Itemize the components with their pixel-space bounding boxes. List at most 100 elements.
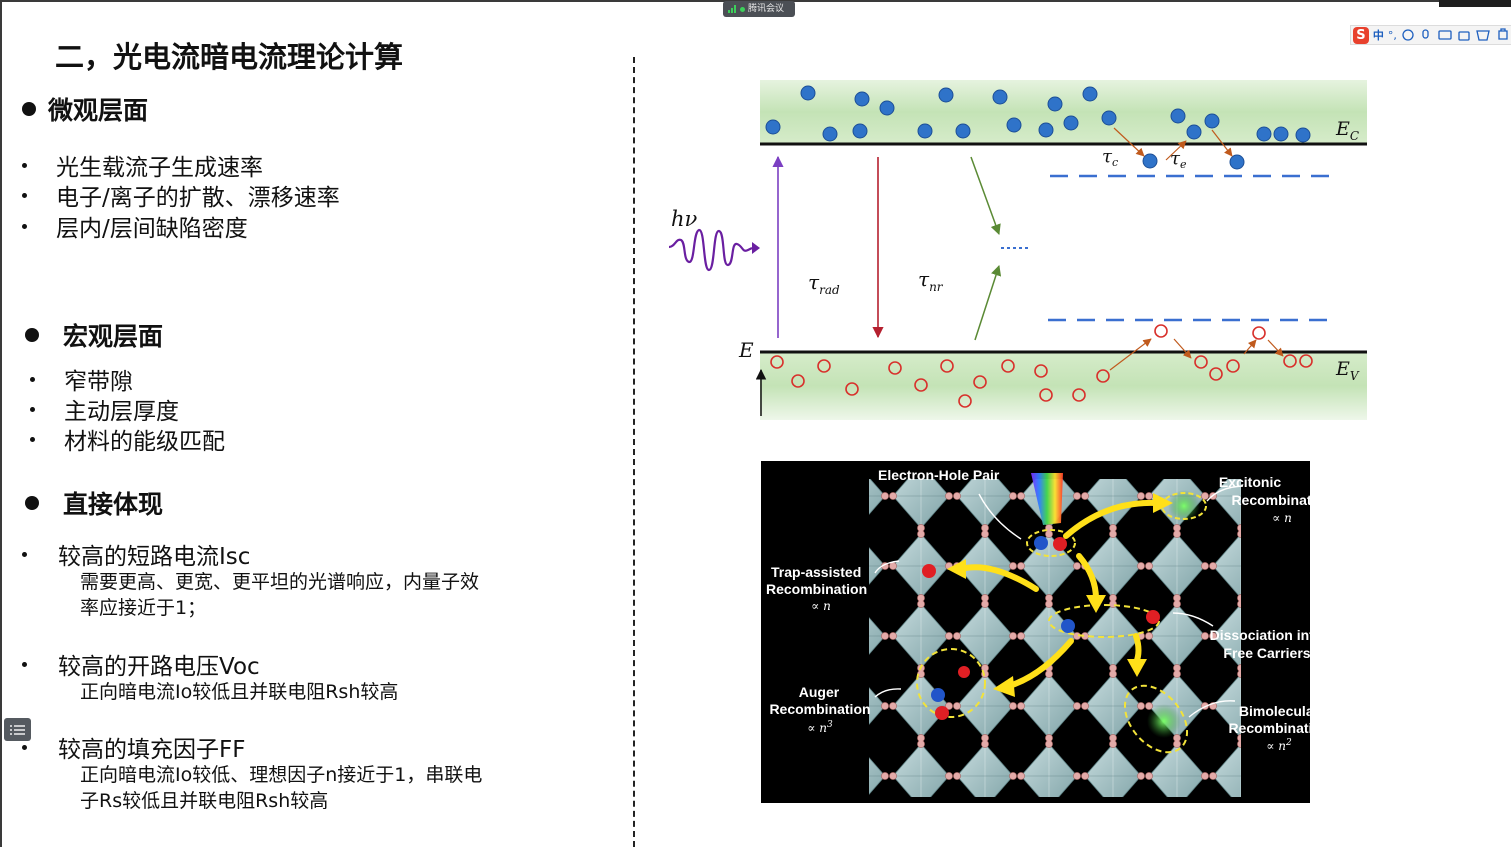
electron — [1256, 126, 1272, 142]
list-item: 窄带隙 — [30, 362, 133, 396]
ime-tool-icons[interactable] — [1401, 28, 1511, 42]
bullet-icon — [22, 162, 27, 168]
bimolecular-scaling: ∝ n2 — [1266, 738, 1292, 753]
bullet-icon — [22, 551, 27, 557]
slide-menu-button[interactable] — [4, 718, 31, 741]
band-diagram: hν E EC EV τrad τnr τc τe — [668, 80, 1367, 420]
microphone-icon — [1422, 29, 1429, 39]
list-item: 电子/离子的扩散、漂移速率 — [22, 178, 340, 212]
electron — [1142, 153, 1158, 169]
hole — [1252, 326, 1266, 340]
bullet-icon — [30, 376, 35, 382]
pathway-arrowhead — [1153, 493, 1173, 513]
list-item-text: 层内/层间缺陷密度 — [56, 216, 248, 242]
list-item: 较高的开路电压Voc — [22, 647, 260, 681]
perovskite-recombination-figure: Electron-Hole Pair Excitonic Recombinati… — [761, 461, 1310, 803]
hole — [1194, 355, 1208, 369]
bimolecular-label: Bimolecular — [1239, 703, 1310, 719]
list-item: 主动层厚度 — [30, 392, 179, 426]
column-divider — [633, 57, 635, 847]
electrons — [765, 85, 1311, 170]
bullet-icon — [22, 223, 27, 229]
nonradiative-arrow-down — [970, 156, 1001, 235]
hole-capture-arrow — [1243, 339, 1257, 355]
electron — [1295, 127, 1311, 143]
pathway-arrow — [1133, 633, 1142, 666]
free-electron — [1061, 619, 1075, 633]
emission-arrow — [1165, 140, 1187, 161]
electron — [765, 119, 781, 135]
excitonic-scaling: ∝ n — [1272, 511, 1292, 525]
hole — [1283, 354, 1297, 368]
ime-toolbar[interactable]: S 中 °, — [1350, 25, 1511, 45]
ime-punctuation-toggle[interactable]: °, — [1387, 28, 1397, 42]
detail-text: 正向暗电流Io较低且并联电阻Rsh较高 — [80, 681, 399, 703]
pathway-arrowhead — [1086, 595, 1106, 613]
pair-electron — [1034, 536, 1048, 550]
auger-ring — [916, 648, 986, 718]
callout-line — [874, 688, 902, 698]
holes — [770, 324, 1313, 408]
exciton-ring — [1161, 492, 1207, 520]
pathway-arrow — [1063, 499, 1159, 539]
dissociation-ring — [1048, 604, 1160, 638]
callout-line — [1206, 485, 1244, 502]
ev-label: EV — [1335, 358, 1360, 383]
hole — [845, 382, 859, 396]
capture-arrow — [1211, 129, 1233, 157]
trap-hole — [922, 564, 936, 578]
list-item-text: 光生载流子生成速率 — [56, 155, 263, 181]
ime-mode-toggle[interactable]: 中 — [1372, 29, 1384, 42]
hole — [1096, 369, 1110, 383]
bimolecular-glow — [1147, 704, 1181, 738]
list-item-text: 较高的开路电压Voc — [58, 654, 260, 680]
pathway-arrowhead — [993, 676, 1015, 697]
pathway-arrowhead — [1127, 659, 1147, 677]
electron — [1063, 115, 1079, 131]
callout-line — [1188, 700, 1236, 718]
excitonic-label-2: Recombination — [1231, 492, 1310, 508]
light-beam — [1031, 473, 1063, 525]
callout-line — [978, 493, 1022, 540]
list-item-text: 电子/离子的扩散、漂移速率 — [56, 185, 340, 211]
hole — [1209, 367, 1223, 381]
electron-hole-pair-label: Electron-Hole Pair — [878, 467, 1000, 483]
auger-label: Auger — [799, 684, 840, 700]
bimolecular-label-2: Recombination — [1228, 720, 1310, 736]
tau-nr-label: τnr — [918, 267, 944, 294]
list-item-text: 窄带隙 — [64, 369, 133, 395]
heading-bullet-icon — [22, 102, 36, 116]
list-item-text: 材料的能级匹配 — [64, 429, 225, 455]
window-left-border — [0, 0, 2, 847]
callout-line — [1172, 612, 1214, 627]
meeting-status-badge[interactable]: 腾讯会议 — [723, 1, 795, 17]
bimolecular-ring — [1123, 684, 1189, 754]
free-hole — [1146, 610, 1160, 624]
electron — [955, 123, 971, 139]
slide-title: 二，光电流暗电流理论计算 — [55, 40, 404, 74]
section-heading-text: 直接体现 — [63, 490, 164, 519]
electron — [938, 87, 954, 103]
capture-arrow — [1113, 127, 1145, 157]
electron — [1101, 110, 1117, 126]
electron — [1186, 124, 1202, 140]
trap-scaling: ∝ n — [811, 599, 831, 613]
electron — [1038, 122, 1054, 138]
hole — [1299, 354, 1313, 368]
pathway-arrow — [958, 564, 1039, 592]
hole — [940, 359, 954, 373]
trap-label: Trap-assisted — [771, 564, 861, 580]
callout-line — [874, 560, 900, 574]
valence-band — [760, 352, 1367, 420]
bullet-icon — [22, 744, 27, 750]
electron — [1204, 113, 1220, 129]
hole — [1034, 364, 1048, 378]
exciton-glow — [1168, 490, 1200, 522]
photon-arrowhead — [752, 242, 760, 254]
list-item: 材料的能级匹配 — [30, 422, 225, 456]
hole — [1039, 388, 1053, 402]
sogou-logo-icon[interactable]: S — [1353, 26, 1369, 44]
photon-wave — [668, 228, 753, 272]
hole — [1154, 324, 1168, 338]
photon-label: hν — [671, 207, 698, 231]
